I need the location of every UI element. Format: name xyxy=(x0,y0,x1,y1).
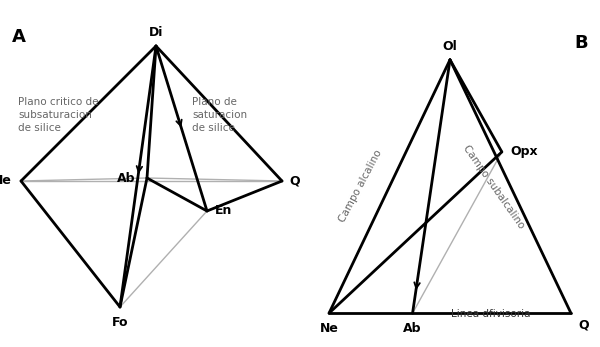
Text: Fo: Fo xyxy=(112,316,128,329)
Text: Campo alcalino: Campo alcalino xyxy=(337,149,384,225)
Text: Di: Di xyxy=(149,25,163,39)
Text: Ne: Ne xyxy=(0,175,12,187)
Text: B: B xyxy=(575,34,588,52)
Text: Ol: Ol xyxy=(443,40,457,52)
Text: Ab: Ab xyxy=(116,171,135,185)
Text: Q: Q xyxy=(290,175,300,187)
Text: Q: Q xyxy=(578,319,589,332)
Text: Opx: Opx xyxy=(511,145,538,158)
Text: Plano critico de
subsaturacion
de silice: Plano critico de subsaturacion de silice xyxy=(18,97,98,133)
Text: Linea dfivisoria: Linea dfivisoria xyxy=(451,309,530,319)
Text: Ab: Ab xyxy=(403,322,422,335)
Text: A: A xyxy=(12,28,26,46)
Text: Plano de
saturacion
de silice: Plano de saturacion de silice xyxy=(192,97,247,133)
Text: Campo subalcalino: Campo subalcalino xyxy=(461,143,526,230)
Text: En: En xyxy=(215,204,232,218)
Text: Ne: Ne xyxy=(320,322,338,335)
